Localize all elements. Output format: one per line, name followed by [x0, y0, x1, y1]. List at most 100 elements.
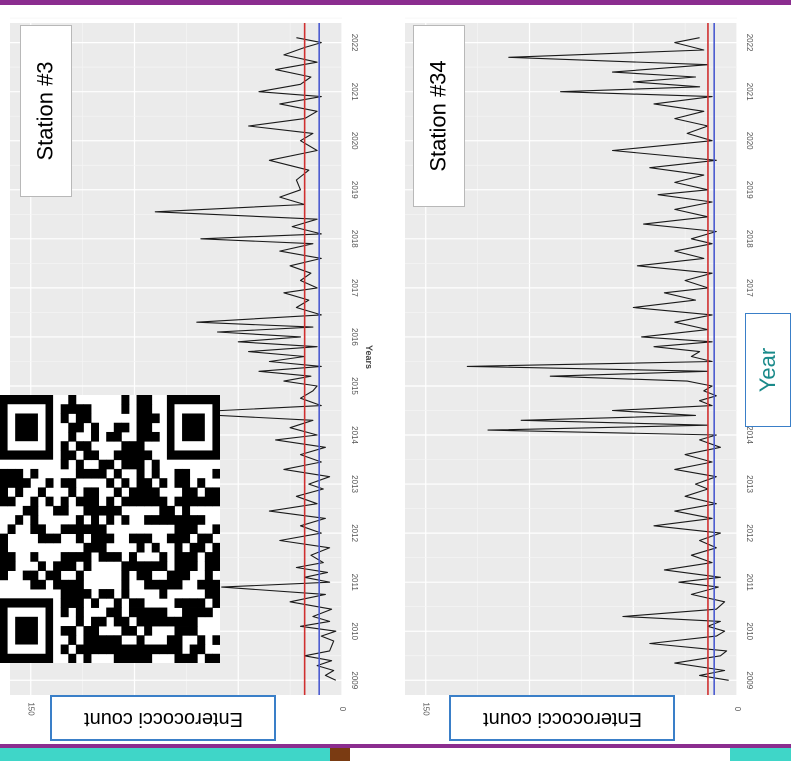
qr-module	[37, 533, 46, 544]
qr-module	[159, 561, 168, 571]
x-tick-label: 2012	[350, 524, 359, 542]
qr-module	[136, 478, 145, 488]
qr-module	[151, 616, 160, 627]
qr-module	[83, 404, 92, 414]
qr-module	[144, 579, 153, 590]
x-tick-label: 2012	[745, 524, 754, 542]
qr-module	[75, 644, 84, 655]
qr-module	[189, 607, 198, 618]
qr-module	[75, 422, 84, 433]
qr-module	[113, 450, 122, 461]
qr-module	[136, 644, 145, 655]
qr-module	[159, 515, 168, 525]
station-34-title: Station #34	[426, 60, 451, 172]
qr-module	[75, 515, 84, 525]
qr-module	[212, 561, 220, 571]
qr-module	[98, 505, 107, 516]
x-tick-label: 2017	[350, 279, 359, 297]
qr-module	[68, 561, 77, 571]
qr-module	[75, 579, 84, 590]
qr-module	[128, 552, 137, 562]
qr-module	[15, 478, 24, 488]
qr-module	[106, 607, 115, 618]
qr-module	[68, 598, 77, 608]
bottom-strip-teal-right	[730, 748, 791, 761]
qr-module	[159, 552, 168, 562]
qr-module	[75, 616, 84, 627]
qr-module	[83, 413, 92, 424]
qr-module	[83, 487, 92, 498]
x-tick-label: 2009	[350, 671, 359, 689]
qr-module	[22, 570, 31, 581]
qr-module	[159, 616, 168, 627]
qr-module	[98, 552, 107, 562]
qr-module	[144, 478, 153, 488]
qr-module	[60, 496, 69, 507]
qr-module	[91, 524, 100, 535]
qr-module	[45, 533, 54, 544]
qr-module	[136, 413, 145, 424]
qr-module	[174, 598, 183, 608]
qr-module	[151, 515, 160, 525]
qr-module	[106, 552, 115, 562]
qr-module	[37, 487, 46, 498]
x-tick-label: 2021	[745, 83, 754, 101]
qr-module	[83, 524, 92, 535]
qr-module	[136, 570, 145, 581]
qr-module	[75, 468, 84, 479]
qr-module	[60, 598, 69, 608]
qr-module	[83, 644, 92, 655]
qr-module	[136, 404, 145, 414]
qr-module	[121, 561, 130, 571]
qr-module	[128, 459, 137, 470]
qr-module	[45, 478, 54, 488]
qr-module	[91, 542, 100, 553]
qr-module	[182, 478, 191, 488]
qr-code-graphic	[0, 395, 220, 663]
qr-module	[182, 533, 191, 544]
qr-module	[144, 450, 153, 461]
qr-module	[197, 607, 206, 618]
x-tick-label: 2018	[745, 230, 754, 248]
qr-module	[121, 570, 130, 581]
qr-module	[174, 542, 183, 553]
qr-module	[7, 496, 16, 507]
qr-module	[151, 496, 160, 507]
qr-module	[15, 515, 24, 525]
qr-module	[121, 653, 130, 663]
qr-module	[121, 496, 130, 507]
x-tick-label: 2009	[745, 671, 754, 689]
qr-module	[151, 644, 160, 655]
qr-module	[204, 533, 213, 544]
qr-module	[22, 505, 31, 516]
qr-module	[144, 533, 153, 544]
qr-module	[128, 496, 137, 507]
qr-module	[83, 542, 92, 553]
qr-module	[30, 468, 39, 479]
qr-module	[189, 561, 198, 571]
top-border	[0, 0, 791, 5]
qr-module	[212, 635, 220, 645]
qr-module	[30, 505, 39, 516]
qr-module	[212, 468, 220, 479]
qr-module	[7, 468, 16, 479]
qr-module	[174, 515, 183, 525]
qr-module	[189, 496, 198, 507]
qr-module	[144, 422, 153, 433]
qr-module	[98, 533, 107, 544]
qr-module	[7, 561, 16, 571]
qr-module	[212, 598, 220, 608]
qr-module	[212, 524, 220, 535]
station-3-panel: 2009 2010 2011 2012 2013 2014 2015 2016 2017 2018…	[0, 5, 395, 744]
qr-module	[144, 496, 153, 507]
qr-module	[91, 644, 100, 655]
qr-module	[37, 561, 46, 571]
qr-module	[182, 626, 191, 636]
qr-module	[98, 459, 107, 470]
qr-module	[128, 598, 137, 608]
qr-module	[182, 561, 191, 571]
qr-module	[159, 478, 168, 488]
qr-module	[212, 579, 220, 590]
qr-module	[68, 395, 77, 405]
